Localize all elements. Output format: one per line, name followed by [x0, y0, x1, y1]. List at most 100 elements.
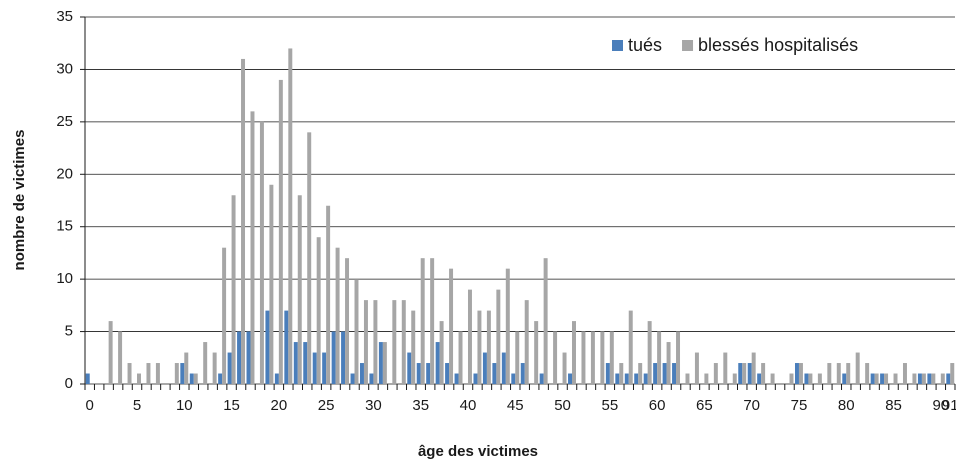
bar — [155, 363, 160, 384]
bar — [127, 363, 132, 384]
legend-label: tués — [628, 35, 662, 55]
bar — [842, 373, 847, 384]
bar — [284, 310, 289, 384]
y-axis-title: nombre de victimes — [11, 130, 28, 271]
bar — [203, 342, 208, 384]
bar — [341, 331, 346, 384]
bar — [373, 300, 378, 384]
bar — [482, 352, 487, 384]
bar — [303, 342, 308, 384]
bar — [420, 258, 425, 384]
bar — [435, 342, 440, 384]
x-tick-label: 45 — [507, 397, 524, 414]
y-tick-label: 15 — [56, 218, 73, 235]
x-tick-label: 65 — [696, 397, 713, 414]
bar — [672, 363, 677, 384]
bar — [662, 363, 667, 384]
x-tick-label: 55 — [601, 397, 618, 414]
bar — [331, 331, 336, 384]
bar — [676, 331, 681, 384]
x-tick-label: 30 — [365, 397, 382, 414]
bar — [426, 363, 431, 384]
bar — [218, 373, 223, 384]
y-tick-label: 0 — [65, 375, 73, 392]
x-tick-label: 75 — [791, 397, 808, 414]
bar — [694, 352, 699, 384]
bar — [312, 352, 317, 384]
bar — [738, 363, 743, 384]
x-tick-label: 10 — [176, 397, 193, 414]
bar — [297, 195, 302, 384]
x-tick-label: 60 — [649, 397, 666, 414]
bar — [524, 300, 529, 384]
bar — [137, 373, 141, 384]
bar — [326, 205, 331, 384]
bar — [789, 373, 794, 384]
bar — [250, 111, 255, 384]
bar — [685, 373, 690, 384]
bar — [543, 258, 548, 384]
x-tick-label: 90 — [932, 397, 949, 414]
bar — [619, 363, 624, 384]
bar — [449, 268, 454, 384]
bar — [855, 352, 860, 384]
bar — [581, 331, 586, 384]
bar — [212, 352, 217, 384]
bar — [742, 363, 747, 384]
bar — [921, 373, 926, 384]
bar — [237, 331, 242, 384]
bar — [184, 352, 189, 384]
bar — [605, 363, 610, 384]
bar — [732, 373, 737, 384]
bar — [940, 373, 945, 384]
bar — [231, 195, 236, 384]
bar — [458, 331, 463, 384]
bar — [118, 331, 123, 384]
bar — [912, 373, 917, 384]
y-tick-label: 10 — [56, 270, 73, 287]
bar — [392, 300, 397, 384]
bar — [501, 352, 506, 384]
bar — [572, 321, 576, 384]
bar — [180, 363, 185, 384]
bar — [274, 373, 279, 384]
bar — [827, 363, 832, 384]
bar — [568, 373, 573, 384]
bar — [407, 352, 412, 384]
bar — [505, 268, 510, 384]
x-tick-label: 70 — [743, 397, 760, 414]
x-tick-label: 80 — [838, 397, 855, 414]
bar — [316, 237, 321, 384]
bar — [350, 373, 355, 384]
bar — [382, 342, 387, 384]
bar — [454, 373, 459, 384]
bar — [278, 79, 283, 385]
y-tick-label: 20 — [56, 165, 73, 182]
bar — [293, 342, 298, 384]
x-tick-label: 0 — [86, 397, 94, 414]
bar — [378, 342, 383, 384]
bar — [363, 300, 368, 384]
bar — [761, 363, 766, 384]
bar — [307, 132, 312, 384]
bar — [467, 289, 472, 384]
legend-swatch — [682, 40, 694, 51]
bar — [846, 363, 851, 384]
bar — [931, 373, 936, 384]
bar — [269, 184, 274, 384]
bar — [798, 363, 803, 384]
x-tick-label: 50 — [554, 397, 571, 414]
bar — [770, 373, 775, 384]
legend-label: blessés hospitalisés — [698, 35, 858, 55]
bar — [85, 373, 90, 384]
bar — [643, 373, 648, 384]
bar — [902, 363, 907, 384]
y-tick-label: 25 — [56, 113, 73, 130]
bar — [108, 321, 113, 384]
bar — [174, 363, 179, 384]
bar — [193, 373, 198, 384]
bar — [884, 373, 889, 384]
x-tick-label: 85 — [885, 397, 902, 414]
x-tick-label: 25 — [318, 397, 335, 414]
